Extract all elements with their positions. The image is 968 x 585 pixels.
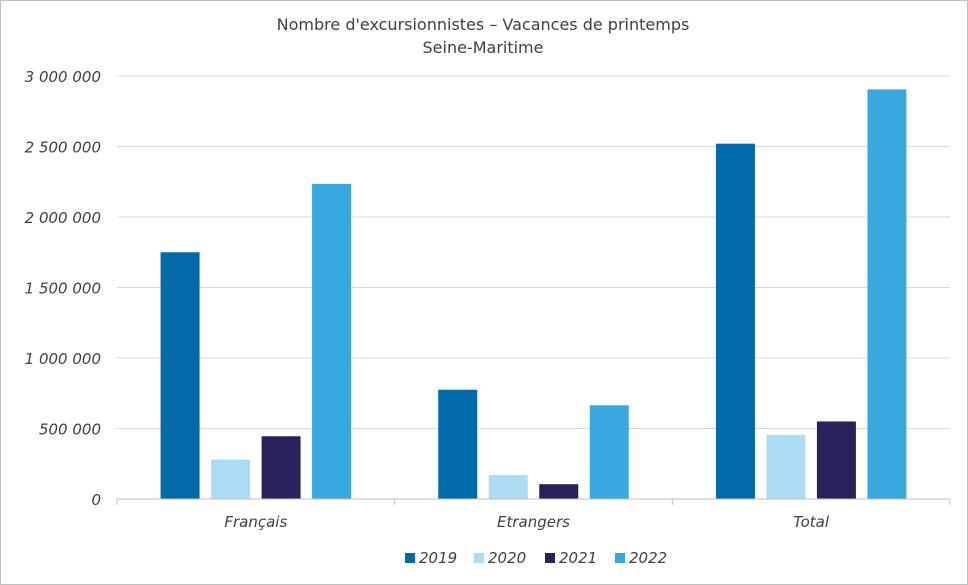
- legend-label-2020: 2020: [488, 549, 526, 567]
- bar-2021-1: [261, 436, 301, 499]
- y-tick-label: 500 000: [39, 421, 101, 439]
- gridlines: [117, 75, 950, 429]
- x-tick-label: Etrangers: [497, 513, 570, 531]
- bar-2022-1: [312, 183, 352, 500]
- y-tick-label: 1 500 000: [25, 280, 101, 298]
- legend-label-2022: 2022: [629, 549, 667, 567]
- y-tick-label: 2 000 000: [25, 209, 101, 227]
- chart-title: Nombre d'excursionnistes – Vacances de p…: [277, 15, 690, 34]
- x-tick-label: Total: [793, 513, 830, 531]
- legend-swatch-2019: [405, 553, 415, 563]
- bar-2019-2: [438, 389, 478, 499]
- x-tick-label: Français: [224, 513, 287, 531]
- legend-swatch-2021: [545, 553, 555, 563]
- chart-subtitle: Seine-Maritime: [423, 38, 544, 57]
- bar-2021-3: [816, 421, 856, 499]
- legend-label-2021: 2021: [559, 549, 597, 567]
- bar-2019-3: [715, 143, 755, 499]
- y-tick-label: 1 000 000: [25, 350, 101, 368]
- legend-label-2019: 2019: [419, 549, 457, 567]
- legend: 2019 2020 2021 2022: [405, 549, 667, 567]
- y-tick-label: 3 000 000: [25, 68, 101, 86]
- y-axis-ticks: 0 500 000 1 000 000 1 500 000 2 000 000 2 500…: [25, 68, 101, 509]
- y-tick-label: 2 500 000: [25, 139, 101, 157]
- bar-2022-3: [867, 89, 907, 500]
- y-tick-label: 0: [91, 491, 101, 509]
- bar-2020-1: [211, 459, 251, 499]
- legend-swatch-2020: [474, 553, 484, 563]
- legend-swatch-2022: [615, 553, 625, 563]
- bar-2020-3: [766, 434, 806, 499]
- bar-2021-2: [539, 484, 579, 499]
- bar-2022-2: [589, 405, 629, 499]
- x-axis-ticks: Français Etrangers Total: [224, 513, 829, 531]
- x-axis: [116, 498, 951, 505]
- bars: [160, 89, 907, 500]
- bar-2019-1: [160, 252, 200, 499]
- bar-2020-2: [488, 475, 528, 499]
